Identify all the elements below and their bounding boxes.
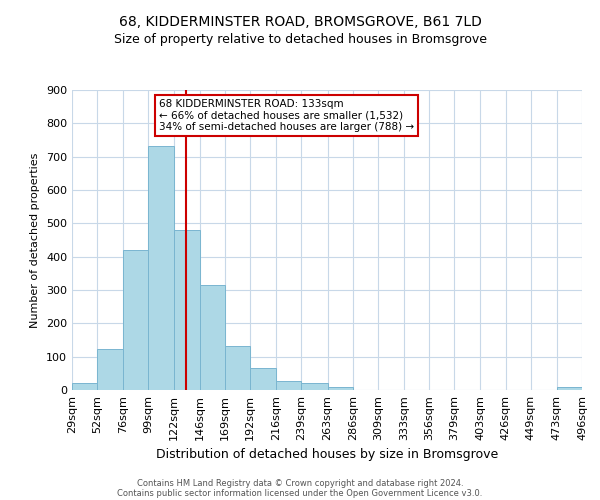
Bar xyxy=(72,382,97,390)
Text: 68 KIDDERMINSTER ROAD: 133sqm
← 66% of detached houses are smaller (1,532)
34% o: 68 KIDDERMINSTER ROAD: 133sqm ← 66% of d… xyxy=(158,99,414,132)
Bar xyxy=(200,285,225,390)
Bar xyxy=(148,146,173,390)
Bar xyxy=(250,368,276,390)
Bar xyxy=(173,230,200,390)
Bar xyxy=(276,380,301,390)
Bar xyxy=(328,386,353,390)
Bar xyxy=(557,388,582,390)
Bar xyxy=(124,250,148,390)
Bar xyxy=(301,382,328,390)
Text: Contains HM Land Registry data © Crown copyright and database right 2024.: Contains HM Land Registry data © Crown c… xyxy=(137,478,463,488)
X-axis label: Distribution of detached houses by size in Bromsgrove: Distribution of detached houses by size … xyxy=(156,448,498,462)
Text: 68, KIDDERMINSTER ROAD, BROMSGROVE, B61 7LD: 68, KIDDERMINSTER ROAD, BROMSGROVE, B61 … xyxy=(119,15,481,29)
Y-axis label: Number of detached properties: Number of detached properties xyxy=(31,152,40,328)
Text: Contains public sector information licensed under the Open Government Licence v3: Contains public sector information licen… xyxy=(118,488,482,498)
Bar xyxy=(97,350,124,390)
Text: Size of property relative to detached houses in Bromsgrove: Size of property relative to detached ho… xyxy=(113,32,487,46)
Bar xyxy=(225,346,250,390)
